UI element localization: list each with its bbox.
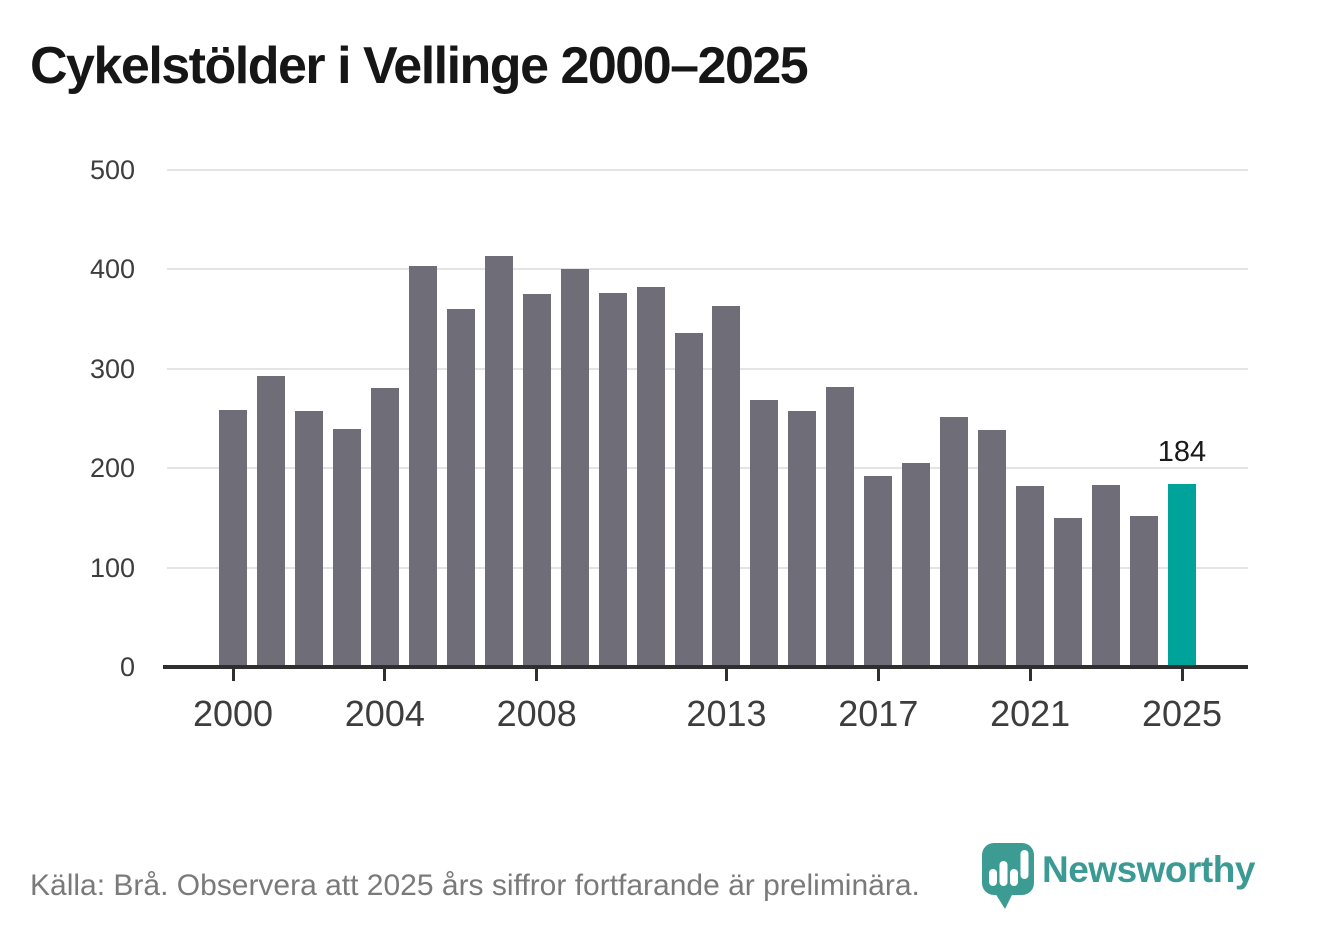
x-axis-label-2025: 2025 bbox=[1141, 693, 1223, 734]
x-axis-label-2021: 2021 bbox=[990, 693, 1071, 734]
bar-2018 bbox=[902, 463, 930, 667]
y-axis-label-300: 300 bbox=[89, 353, 135, 384]
y-axis-label-500: 500 bbox=[89, 155, 135, 185]
y-axis-label-400: 400 bbox=[89, 254, 135, 285]
bar-2003 bbox=[333, 429, 361, 667]
bar-2010 bbox=[599, 293, 627, 667]
bar-2011 bbox=[637, 287, 665, 667]
gridline-400 bbox=[167, 268, 1248, 271]
x-axis-label-2017: 2017 bbox=[838, 693, 919, 734]
x-tick-2021 bbox=[1028, 669, 1032, 681]
bar-2023 bbox=[1092, 485, 1120, 667]
x-tick-2000 bbox=[231, 669, 235, 681]
bar-2017 bbox=[864, 476, 892, 667]
chart-title: Cykelstölder i Vellinge 2000–2025 bbox=[30, 37, 809, 95]
source-note: Källa: Brå. Observera att 2025 års siffr… bbox=[30, 869, 920, 902]
highlight-value-label: 184 bbox=[1157, 436, 1207, 468]
bar-2007 bbox=[485, 256, 513, 667]
bar-2020 bbox=[978, 430, 1006, 667]
bar-2006 bbox=[447, 309, 475, 667]
bar-2002 bbox=[295, 411, 323, 667]
x-tick-2008 bbox=[535, 669, 539, 681]
x-axis-label-2008: 2008 bbox=[496, 693, 577, 734]
bar-2000 bbox=[219, 410, 247, 667]
bar-2008 bbox=[523, 294, 551, 667]
y-axis-label-200: 200 bbox=[89, 453, 135, 484]
bar-2015 bbox=[788, 411, 816, 667]
bar-2022 bbox=[1054, 518, 1082, 667]
bar-2004 bbox=[371, 388, 399, 667]
y-axis-label-100: 100 bbox=[89, 552, 135, 583]
x-axis-label-2000: 2000 bbox=[192, 693, 274, 734]
bar-2016 bbox=[826, 387, 854, 667]
bar-2014 bbox=[750, 400, 778, 667]
bar-2024 bbox=[1130, 516, 1158, 667]
x-tick-2017 bbox=[876, 669, 880, 681]
gridline-500 bbox=[167, 169, 1248, 171]
newsworthy-logo: Newsworthy bbox=[982, 843, 1255, 911]
x-axis-line bbox=[163, 665, 1248, 669]
gridline-100 bbox=[167, 566, 1248, 569]
plot-area bbox=[163, 169, 1248, 681]
bar-2021 bbox=[1016, 486, 1044, 667]
x-tick-2004 bbox=[383, 669, 387, 681]
bar-2019 bbox=[940, 417, 968, 667]
newsworthy-barchart-pin-icon bbox=[982, 843, 1034, 909]
bar-2009 bbox=[561, 269, 589, 667]
bar-2012 bbox=[675, 333, 703, 667]
bar-2025 bbox=[1168, 484, 1196, 667]
gridline-300 bbox=[167, 367, 1248, 370]
x-tick-2013 bbox=[724, 669, 728, 681]
x-axis-label-2004: 2004 bbox=[344, 693, 425, 734]
bar-2001 bbox=[257, 376, 285, 667]
bar-2013 bbox=[712, 306, 740, 667]
x-axis-label-2013: 2013 bbox=[686, 693, 767, 734]
newsworthy-wordmark: Newsworthy bbox=[1042, 849, 1255, 890]
y-axis-label-0: 0 bbox=[119, 652, 135, 682]
gridline-200 bbox=[167, 467, 1248, 470]
bar-2005 bbox=[409, 266, 437, 667]
x-tick-2025 bbox=[1180, 669, 1184, 681]
